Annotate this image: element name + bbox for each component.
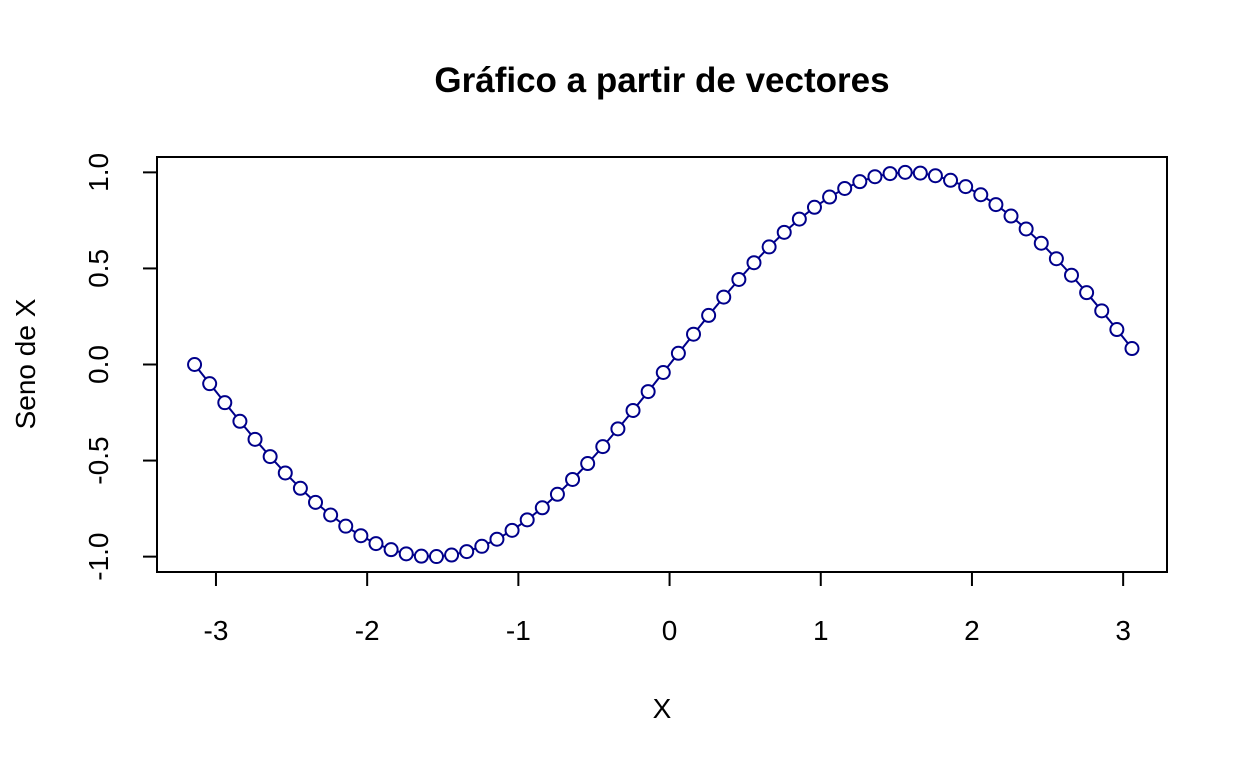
y-tick-label: 1.0 [83, 153, 114, 192]
data-point [459, 544, 475, 560]
data-point [232, 413, 248, 429]
data-point [701, 307, 717, 323]
data-point [988, 197, 1004, 213]
data-point [806, 199, 822, 215]
data-point [958, 179, 974, 195]
data-point [247, 431, 263, 447]
data-point [519, 512, 535, 528]
x-tick-label: 3 [1115, 615, 1131, 646]
x-axis-label: X [653, 693, 672, 724]
data-point [897, 164, 913, 180]
data-point [1064, 267, 1080, 283]
x-tick-label: 1 [813, 615, 829, 646]
data-point [973, 187, 989, 203]
data-point [489, 531, 505, 547]
data-point [640, 384, 656, 400]
x-tick-label: -2 [355, 615, 380, 646]
data-point [595, 439, 611, 455]
data-point [655, 364, 671, 380]
data-point [1109, 322, 1125, 338]
data-point [822, 189, 838, 205]
data-point [277, 465, 293, 481]
data-point [1124, 341, 1140, 357]
data-point [534, 500, 550, 516]
data-point [444, 547, 460, 563]
series-line [193, 171, 1133, 558]
data-point [338, 518, 354, 534]
data-point [187, 357, 203, 372]
y-axis: -1.0 -0.5 0.0 0.5 1.0 [83, 153, 158, 581]
y-axis-label: Seno de X [10, 298, 41, 429]
sine-series [187, 164, 1140, 565]
y-tick-label: 0.0 [83, 345, 114, 384]
data-point [776, 224, 792, 240]
data-point [217, 395, 233, 411]
data-point [610, 421, 626, 437]
x-tick-label: -3 [204, 615, 229, 646]
data-point [202, 376, 218, 392]
y-tick-label: -1.0 [83, 533, 114, 581]
data-point [323, 507, 339, 523]
y-tick-label: -0.5 [83, 436, 114, 484]
data-point [1094, 303, 1110, 319]
x-tick-label: -1 [506, 615, 531, 646]
data-point [867, 169, 883, 185]
data-point [837, 180, 853, 196]
data-point [912, 165, 928, 181]
data-point [292, 480, 308, 496]
data-point [504, 522, 520, 538]
data-point [398, 546, 414, 562]
data-point [625, 402, 641, 418]
data-point [1003, 208, 1019, 224]
data-point [670, 345, 686, 361]
x-axis: -3 -2 -1 0 1 2 3 [204, 571, 1131, 646]
x-tick-label: 2 [964, 615, 980, 646]
data-point [852, 174, 868, 190]
data-point [262, 449, 278, 465]
data-point [428, 549, 444, 565]
y-tick-label: 0.5 [83, 249, 114, 288]
data-point [927, 168, 943, 184]
data-point [731, 271, 747, 287]
data-point [943, 172, 959, 188]
data-point [1018, 221, 1034, 237]
data-point [383, 542, 399, 558]
data-point [1048, 251, 1064, 267]
data-point [746, 255, 762, 271]
data-point [580, 456, 596, 472]
x-tick-label: 0 [662, 615, 678, 646]
data-point [353, 528, 369, 544]
data-point [686, 326, 702, 342]
data-point [791, 211, 807, 227]
data-point [368, 536, 384, 552]
data-point [565, 471, 581, 487]
data-point [1033, 235, 1049, 251]
data-point [308, 494, 324, 510]
data-point [882, 166, 898, 182]
data-point [1079, 285, 1095, 301]
data-point [474, 538, 490, 554]
chart-title: Gráfico a partir de vectores [434, 61, 889, 100]
data-point [549, 486, 565, 502]
data-point [413, 548, 429, 564]
data-point [761, 239, 777, 255]
data-point [716, 289, 732, 305]
